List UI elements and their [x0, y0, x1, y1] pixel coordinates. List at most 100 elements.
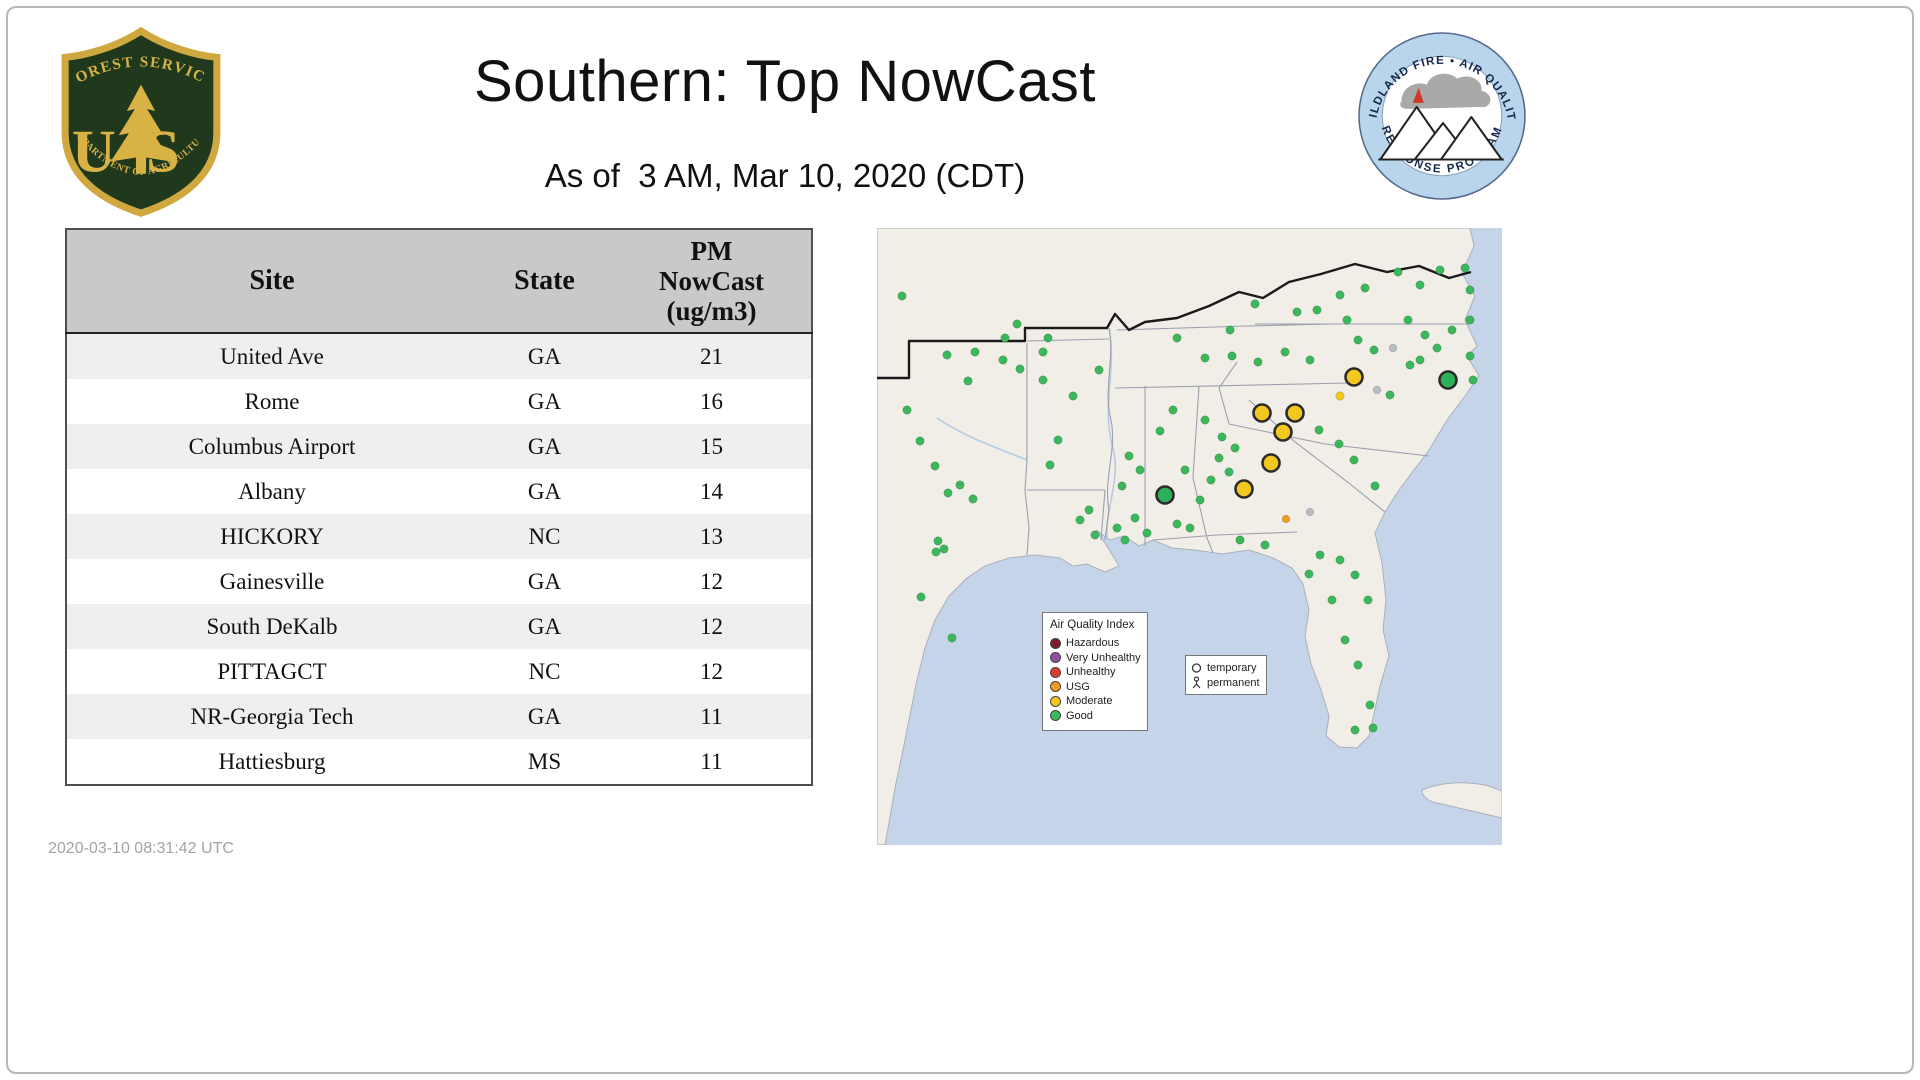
site-cell: United Ave	[220, 343, 324, 369]
monitor-dot-good	[1304, 569, 1314, 579]
nowcast-table: Site State PM NowCast (ug/m3) United Ave…	[65, 228, 813, 786]
monitor-dot-good	[1468, 375, 1478, 385]
monitor-dot-good	[1465, 285, 1475, 295]
monitor-dot-good	[1335, 555, 1345, 565]
site-cell: Albany	[238, 478, 306, 504]
monitor-dot-good	[1124, 451, 1134, 461]
monitor-dot-good	[955, 480, 965, 490]
aqi-legend-label: Good	[1066, 709, 1093, 722]
monitor-dot-good	[1349, 455, 1359, 465]
monitor-dot-good	[968, 494, 978, 504]
monitor-dot-good	[943, 488, 953, 498]
monitor-dot-good	[1053, 435, 1063, 445]
monitor-dot-good	[1403, 315, 1413, 325]
value-cell: 12	[700, 568, 723, 594]
monitor-dot-good	[1084, 505, 1094, 515]
state-cell: GA	[527, 343, 562, 369]
state-cell: GA	[527, 703, 562, 729]
generated-timestamp: 2020-03-10 08:31:42 UTC	[48, 840, 234, 857]
page-subtitle: As of 3 AM, Mar 10, 2020 (CDT)	[544, 157, 1026, 194]
aqi-legend-item: Hazardous	[1050, 636, 1141, 651]
monitor-dot-moderate-large	[1285, 403, 1305, 423]
airfire-program-logo: WILDLAND FIRE • AIR QUALITY RESPONSE PRO…	[1350, 20, 1528, 202]
aqi-color-dot	[1050, 695, 1061, 707]
site-column-header: Site	[66, 229, 477, 334]
aqi-legend-label: Hazardous	[1066, 637, 1120, 650]
aqi-legend-items: Hazardous Very Unhealthy Unhealthy USG Moder…	[1050, 636, 1141, 723]
monitor-dot-good	[1195, 495, 1205, 505]
monitor-dot-good	[1353, 660, 1363, 670]
temporary-legend-row: temporary	[1191, 660, 1261, 675]
table-row: Rome GA 16	[66, 379, 812, 424]
monitor-dot-good	[1353, 335, 1363, 345]
state-cell: GA	[527, 613, 562, 639]
monitor-dot-good	[1280, 347, 1290, 357]
monitor-dot-good	[1206, 475, 1216, 485]
aqi-color-dot	[1050, 652, 1061, 664]
value-cell: 12	[700, 613, 723, 639]
value-cell: 12	[700, 658, 723, 684]
table-row: HICKORY NC 13	[66, 514, 812, 559]
site-cell: HICKORY	[220, 523, 324, 549]
monitor-dot-good	[947, 633, 957, 643]
monitor-dot-good	[1415, 280, 1425, 290]
monitor-dot-good	[902, 405, 912, 415]
monitor-dot-good	[1350, 570, 1360, 580]
flame-icon	[1412, 87, 1424, 103]
monitor-dot-good-large	[1155, 485, 1175, 505]
monitor-dot-good	[1075, 515, 1085, 525]
pine-tree-icon	[110, 84, 172, 174]
monitor-dot-good	[1043, 333, 1053, 343]
monitor-dot-good	[1045, 460, 1055, 470]
monitor-dot-good	[1385, 390, 1395, 400]
monitor-dot-good	[1360, 283, 1370, 293]
monitor-dot-good	[1224, 467, 1234, 477]
aqi-legend-title: Air Quality Index	[1050, 619, 1135, 631]
monitor-dot-good	[1225, 325, 1235, 335]
table-row: South DeKalb GA 12	[66, 604, 812, 649]
table-row: Columbus Airport GA 15	[66, 424, 812, 469]
monitor-dot-moderate	[1335, 391, 1345, 401]
monitor-dot-moderate-large	[1252, 403, 1272, 423]
monitor-dot-good	[1315, 550, 1325, 560]
state-cell: GA	[527, 568, 562, 594]
monitor-dot-good	[1465, 351, 1475, 361]
monitor-dot-good	[1185, 523, 1195, 533]
monitor-dot-good	[1465, 315, 1475, 325]
monitor-dot-good	[897, 291, 907, 301]
monitor-dot-good	[931, 547, 941, 557]
monitor-dot-good	[970, 347, 980, 357]
monitor-dot-good	[1038, 347, 1048, 357]
aqi-legend-item: Moderate	[1050, 694, 1141, 709]
value-cell: 14	[700, 478, 723, 504]
temporary-marker-icon	[1191, 662, 1202, 673]
page-title: Southern: Top NowCast	[474, 49, 1096, 114]
rivers	[936, 327, 1117, 539]
monitor-dot-good	[933, 536, 943, 546]
monitor-dot-good	[1342, 315, 1352, 325]
value-cell: 16	[700, 388, 723, 414]
monitor-dot-moderate-large	[1344, 367, 1364, 387]
site-cell: PITTAGCT	[217, 658, 327, 684]
permanent-label: permanent	[1207, 676, 1260, 689]
site-cell: Columbus Airport	[188, 433, 356, 459]
monitor-markers-layer	[897, 263, 1478, 735]
monitor-dot-moderate-large	[1234, 479, 1254, 499]
title-block: Southern: Top NowCast As of 3 AM, Mar 10…	[230, 48, 1340, 195]
aqi-legend-item: Unhealthy	[1050, 665, 1141, 680]
nowcast-table-body: United Ave GA 21 Rome GA 16 Columbus Airport GA…	[66, 333, 812, 785]
state-cell: GA	[527, 388, 562, 414]
monitor-dot-unknown	[1388, 343, 1398, 353]
monitor-dot-unknown	[1305, 507, 1315, 517]
state-cell: GA	[527, 433, 562, 459]
table-row: Albany GA 14	[66, 469, 812, 514]
aqi-color-dot	[1050, 666, 1061, 678]
region-map	[877, 228, 1502, 845]
monitor-dot-good	[1214, 453, 1224, 463]
monitor-dot-good	[1334, 439, 1344, 449]
monitor-dot-good	[1335, 290, 1345, 300]
monitor-dot-moderate-large	[1261, 453, 1281, 473]
aqi-color-dot	[1050, 710, 1061, 722]
